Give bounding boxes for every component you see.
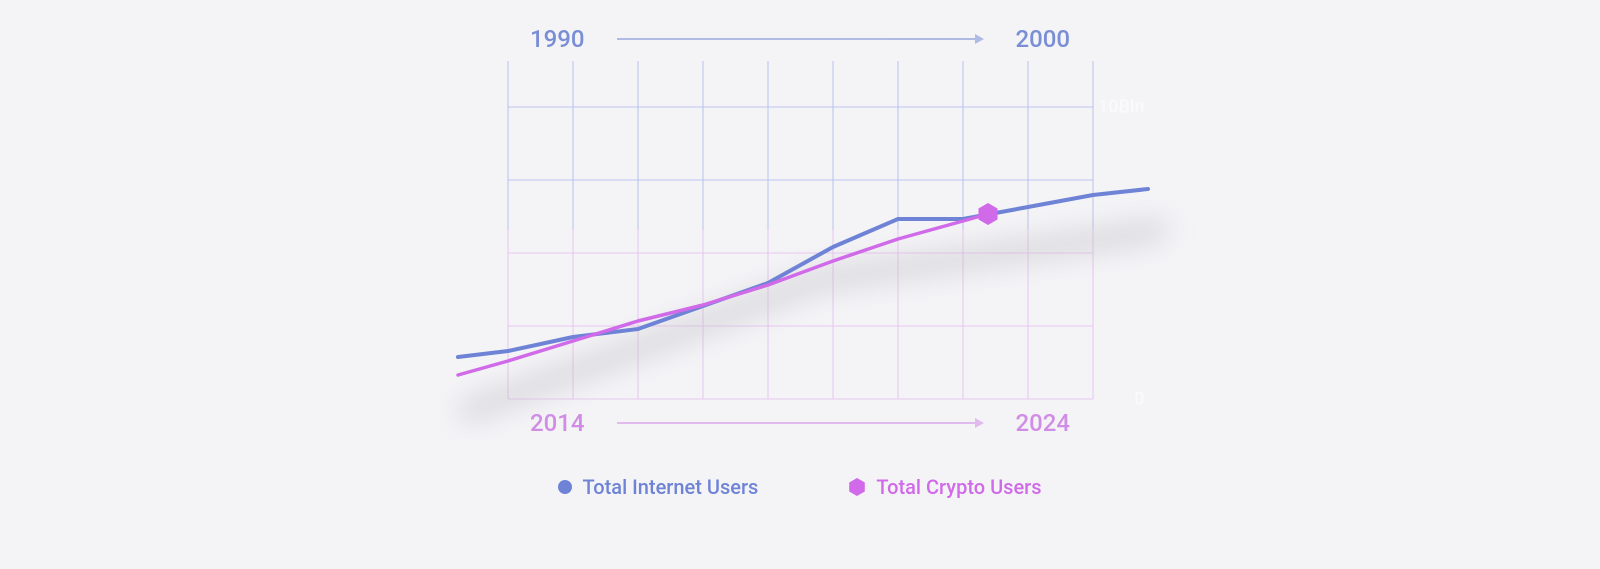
top-axis-arrow (617, 38, 984, 40)
legend-label-internet: Total Internet Users (582, 475, 758, 499)
legend-item-crypto: Total Crypto Users (848, 475, 1041, 499)
adoption-chart: 1990 2000 10Bln 0 2014 2024 Total Intern… (490, 25, 1110, 545)
chart-legend: Total Internet Users Total Crypto Users (490, 475, 1110, 499)
bottom-axis-start-label: 2014 (530, 409, 585, 437)
bottom-axis-row: 2014 2024 (530, 409, 1070, 437)
circle-marker-icon (558, 480, 572, 494)
top-axis-row: 1990 2000 (530, 25, 1070, 53)
chart-plot-area: 10Bln 0 (508, 61, 1093, 399)
hexagon-marker-icon (848, 478, 866, 496)
top-axis-start-label: 1990 (530, 25, 585, 53)
top-axis-end-label: 2000 (1015, 25, 1070, 53)
y-axis-max-label: 10Bln (1098, 96, 1144, 117)
chart-svg (448, 61, 1108, 399)
bottom-axis-arrow (617, 422, 984, 424)
legend-label-crypto: Total Crypto Users (876, 475, 1041, 499)
legend-item-internet: Total Internet Users (558, 475, 758, 499)
y-axis-min-label: 0 (1134, 388, 1144, 409)
bottom-axis-end-label: 2024 (1015, 409, 1070, 437)
